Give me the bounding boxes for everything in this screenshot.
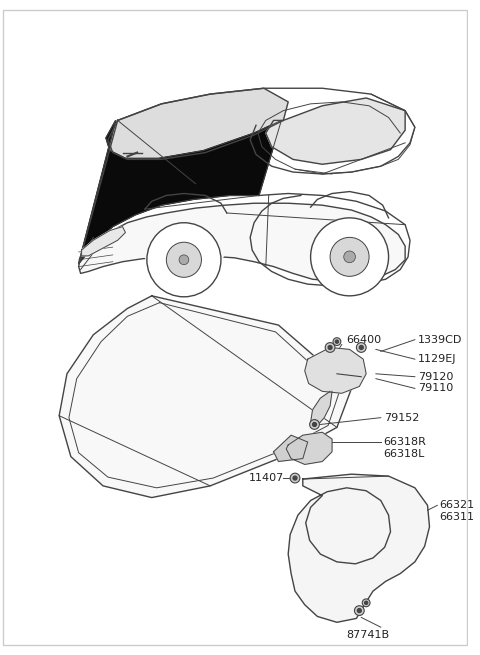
Polygon shape bbox=[82, 227, 125, 256]
Text: 66400: 66400 bbox=[347, 335, 382, 345]
Circle shape bbox=[330, 237, 369, 276]
Circle shape bbox=[167, 242, 202, 277]
Circle shape bbox=[333, 338, 341, 346]
Polygon shape bbox=[288, 474, 430, 622]
Circle shape bbox=[365, 601, 368, 605]
Text: 79120: 79120 bbox=[418, 372, 453, 382]
Text: 87741B: 87741B bbox=[347, 630, 390, 640]
Circle shape bbox=[328, 346, 332, 349]
Circle shape bbox=[336, 340, 338, 343]
Circle shape bbox=[179, 255, 189, 265]
Circle shape bbox=[310, 420, 319, 429]
Circle shape bbox=[344, 251, 355, 263]
Text: 1129EJ: 1129EJ bbox=[418, 354, 456, 364]
Circle shape bbox=[357, 343, 366, 352]
Polygon shape bbox=[311, 391, 332, 426]
Polygon shape bbox=[59, 296, 351, 498]
Polygon shape bbox=[266, 98, 405, 164]
Circle shape bbox=[147, 223, 221, 297]
Polygon shape bbox=[274, 435, 308, 462]
Circle shape bbox=[362, 599, 370, 607]
Text: 66311: 66311 bbox=[439, 512, 474, 522]
Text: 1339CD: 1339CD bbox=[418, 335, 462, 345]
Text: 79152: 79152 bbox=[384, 413, 419, 422]
Circle shape bbox=[358, 608, 361, 612]
Circle shape bbox=[312, 422, 316, 426]
Circle shape bbox=[293, 476, 297, 480]
Polygon shape bbox=[305, 348, 366, 393]
Polygon shape bbox=[79, 203, 405, 281]
Circle shape bbox=[354, 606, 364, 616]
Circle shape bbox=[311, 218, 389, 296]
Text: 66318L: 66318L bbox=[384, 449, 425, 458]
Polygon shape bbox=[286, 432, 332, 464]
Text: 11407: 11407 bbox=[249, 473, 285, 483]
Circle shape bbox=[360, 346, 363, 349]
Polygon shape bbox=[79, 121, 281, 264]
Circle shape bbox=[325, 343, 335, 352]
Text: 66318R: 66318R bbox=[384, 437, 427, 447]
Polygon shape bbox=[108, 88, 288, 159]
Polygon shape bbox=[143, 250, 225, 272]
Text: 66321: 66321 bbox=[439, 500, 474, 510]
Circle shape bbox=[290, 473, 300, 483]
Text: 79110: 79110 bbox=[418, 383, 453, 394]
